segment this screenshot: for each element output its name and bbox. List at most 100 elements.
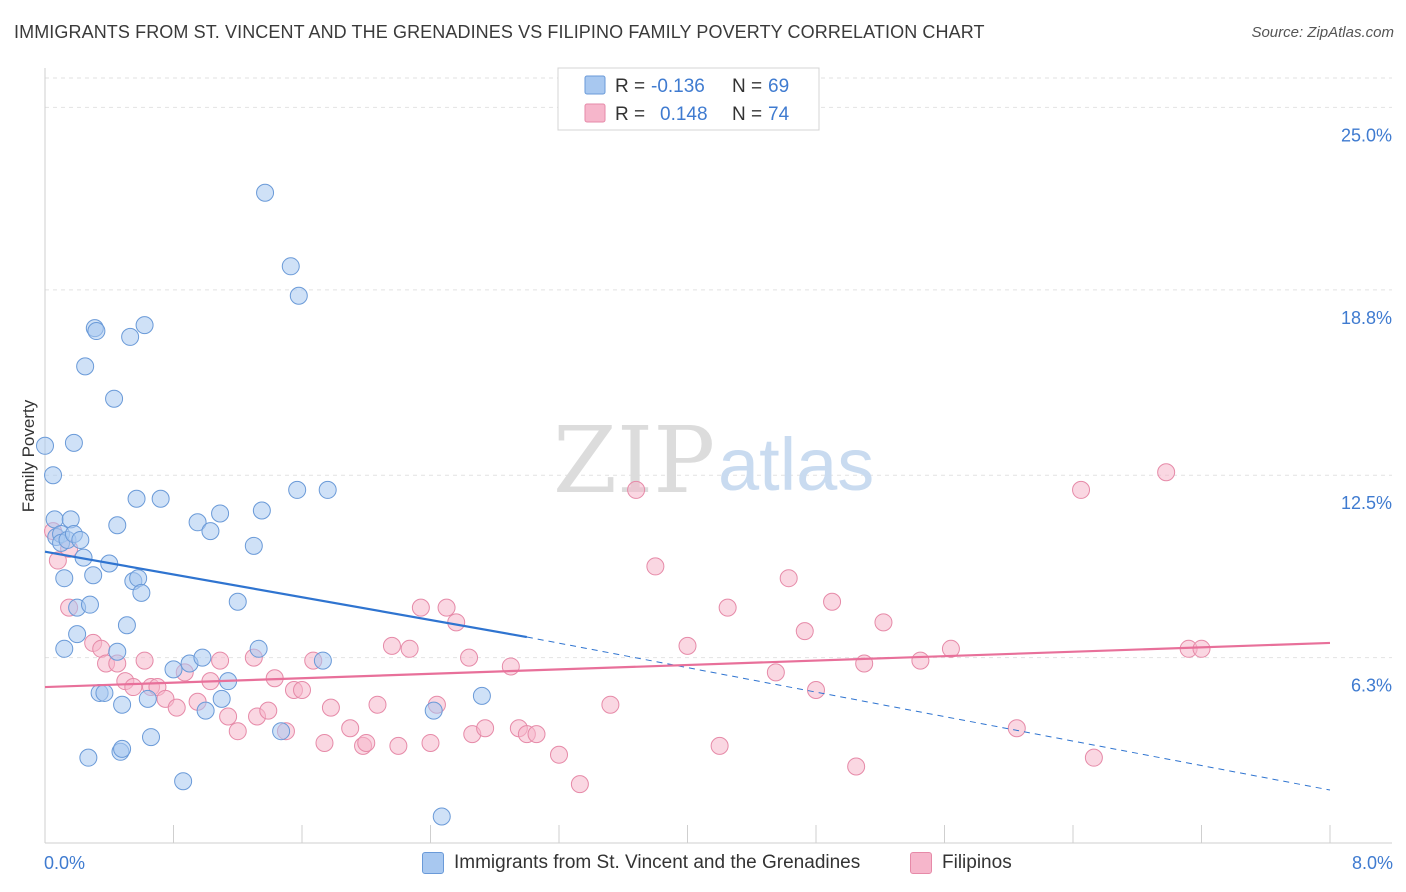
immigrants-trend-line (44, 550, 528, 639)
immigrants-point (272, 722, 291, 741)
immigrants-point (108, 516, 127, 535)
filipinos-point (357, 733, 376, 752)
x-tick-label: 0.0% (44, 853, 85, 873)
immigrants-point (138, 689, 157, 708)
immigrants-point (289, 286, 308, 305)
immigrants-point (79, 748, 98, 767)
filipinos-point (646, 557, 665, 576)
immigrants-point (71, 530, 90, 549)
immigrants-point (132, 583, 151, 602)
filipinos-point (855, 654, 874, 673)
filipinos-point (219, 707, 238, 726)
filipinos-point (400, 639, 419, 658)
chart-title: IMMIGRANTS FROM ST. VINCENT AND THE GREN… (14, 22, 985, 42)
legend-item-immigrants[interactable]: Immigrants from St. Vincent and the Gren… (422, 852, 860, 874)
filipinos-point (718, 598, 737, 617)
filipinos-point (627, 480, 646, 499)
immigrants-point (95, 683, 114, 702)
immigrants-point (87, 322, 106, 341)
immigrants-point (113, 695, 132, 714)
immigrants-point (76, 357, 95, 376)
immigrants-point (212, 689, 231, 708)
filipinos-point (527, 725, 546, 744)
watermark-atlas: atlas (718, 423, 874, 506)
immigrants-point (80, 595, 99, 614)
filipinos-point (710, 736, 729, 755)
filipinos-point (368, 695, 387, 714)
grid-lines (45, 77, 1392, 659)
immigrants-point (281, 257, 300, 276)
immigrants-point (424, 701, 443, 720)
immigrants-point (105, 389, 124, 408)
filipinos-point (228, 722, 247, 741)
y-tick-label: 12.5% (1341, 493, 1392, 513)
immigrants-point (313, 651, 332, 670)
immigrants-point (211, 504, 230, 523)
immigrants-point (288, 480, 307, 499)
x-tick-label: 8.0% (1352, 853, 1393, 873)
filipinos-point (823, 592, 842, 611)
filipinos-point (124, 678, 143, 697)
filipinos-point (779, 569, 798, 588)
legend-n-label-1: N = (732, 76, 762, 97)
immigrants-point (135, 316, 154, 335)
filipinos-point (421, 733, 440, 752)
filipinos-point (550, 745, 568, 764)
filipinos-points (44, 463, 1211, 794)
filipinos-point (601, 695, 620, 714)
filipinos-point (48, 551, 67, 570)
legend-label-filipinos: Filipinos (942, 852, 1012, 873)
y-tick-label: 25.0% (1341, 125, 1392, 145)
filipinos-point (321, 698, 340, 717)
immigrants-point (201, 522, 220, 541)
immigrants-point (117, 616, 136, 635)
filipinos-point (447, 613, 466, 632)
filipinos-point (501, 657, 520, 676)
y-axis-label: Family Poverty (19, 399, 38, 512)
filipinos-point (389, 736, 408, 755)
filipinos-point (135, 651, 154, 670)
legend-n-value-2: 74 (768, 104, 790, 125)
filipinos-point (259, 701, 278, 720)
immigrants-point (108, 642, 127, 661)
legend-item-filipinos[interactable]: Filipinos (910, 852, 1012, 874)
filipinos-point (1157, 463, 1176, 482)
filipinos-point (1007, 719, 1026, 738)
legend-r-label-1: R = (615, 76, 645, 97)
immigrants-point (188, 513, 207, 532)
filipinos-point (795, 622, 814, 641)
filipinos-point (476, 719, 495, 738)
filipinos-trend-line (44, 641, 1331, 689)
y-tick-label: 6.3% (1351, 676, 1392, 696)
filipinos-point (1192, 639, 1211, 658)
filipinos-point (382, 636, 401, 655)
immigrants-point (129, 569, 148, 588)
immigrants-point (196, 701, 215, 720)
legend-swatch-filipinos (910, 852, 932, 874)
filipinos-point (437, 598, 456, 617)
immigrants-point (64, 433, 83, 452)
immigrants-point (174, 772, 193, 791)
filipinos-point (341, 719, 360, 738)
immigrants-point (55, 639, 74, 658)
legend-r-value-1: -0.136 (651, 76, 705, 97)
immigrants-point (55, 569, 74, 588)
immigrants-point (228, 592, 247, 611)
filipinos-point (411, 598, 430, 617)
filipinos-point (460, 648, 479, 667)
filipinos-point (941, 639, 960, 658)
legend-swatch-pink (584, 103, 606, 123)
immigrants-point (244, 536, 263, 555)
filipinos-point (874, 613, 893, 632)
immigrants-point (68, 625, 87, 644)
immigrants-point (256, 183, 275, 202)
immigrants-point (127, 489, 146, 508)
immigrants-point (432, 807, 451, 826)
filipinos-point (211, 651, 230, 670)
immigrants-point (44, 466, 63, 485)
filipinos-point (766, 663, 785, 682)
legend-n-value-1: 69 (768, 76, 789, 97)
immigrants-trend-extension (526, 636, 1331, 791)
legend-r-label-2: R = (615, 104, 645, 125)
